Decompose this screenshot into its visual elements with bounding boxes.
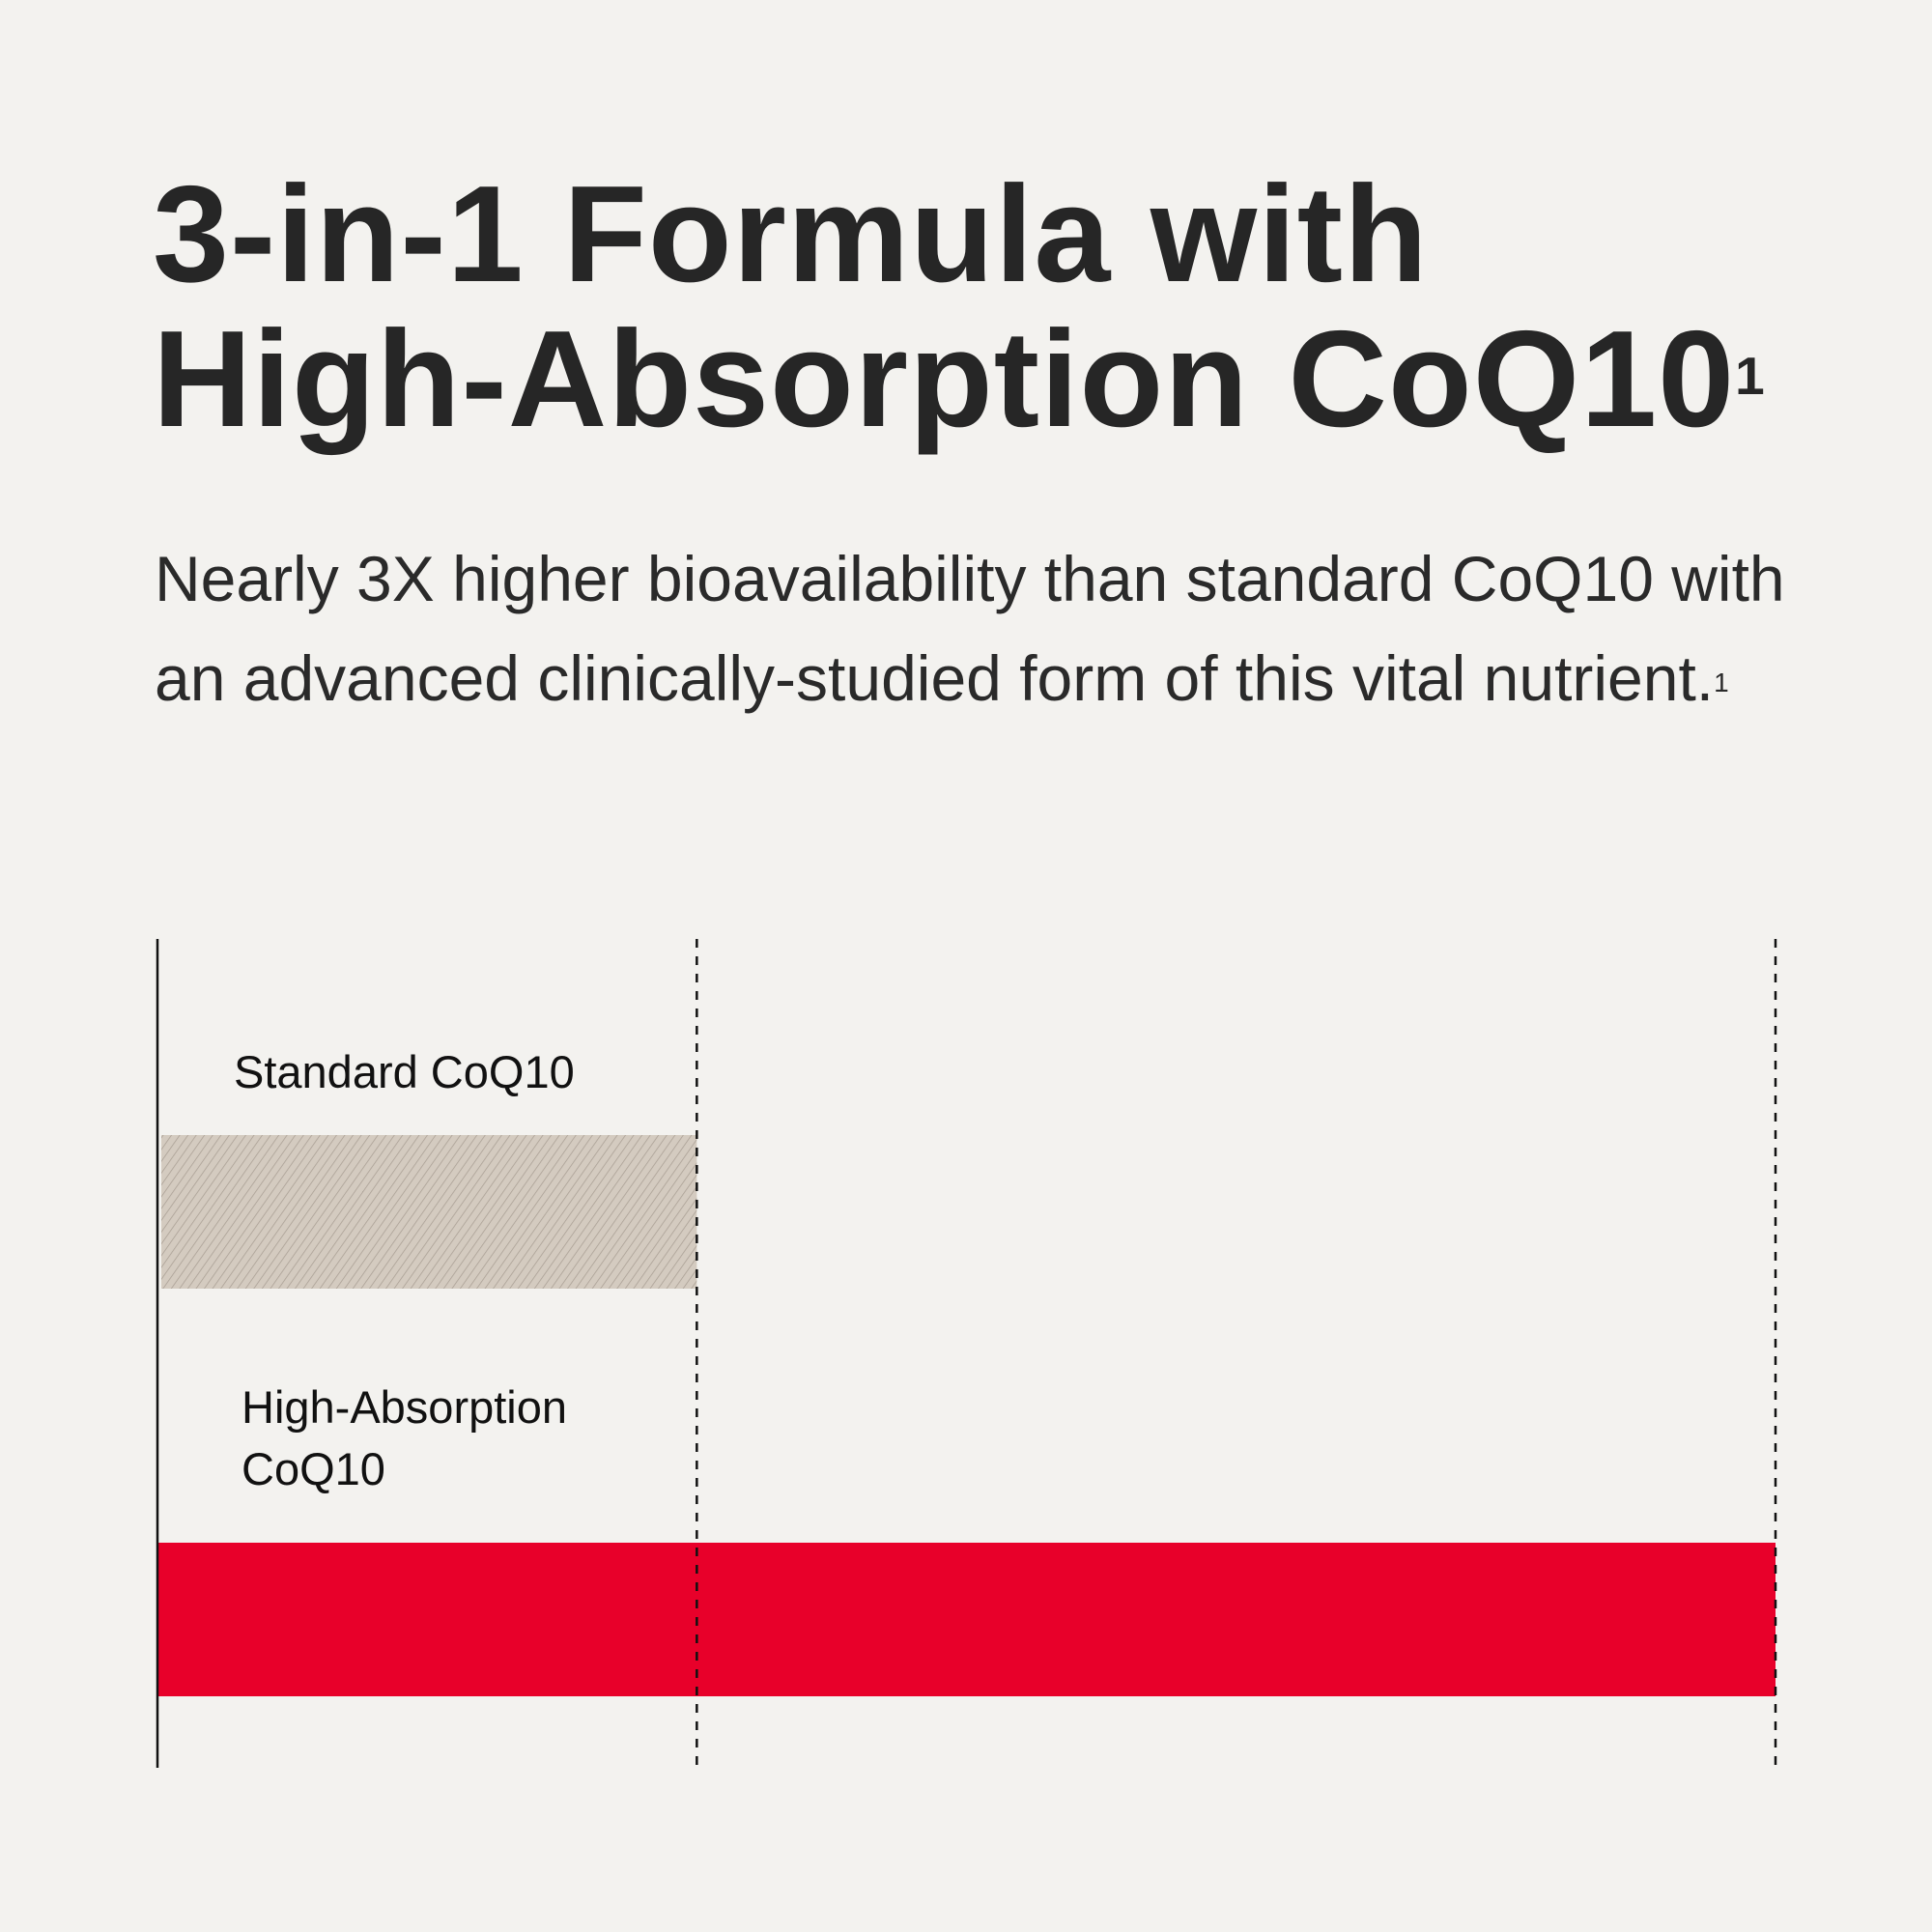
bar-high-absorption-coq10 <box>157 1543 1776 1696</box>
page-title: 3-in-1 Formula with High-Absorption CoQ10… <box>153 162 1766 452</box>
title-footnote: 1 <box>1735 346 1766 406</box>
bar-standard-coq10 <box>161 1135 697 1289</box>
category-label-high-absorption: High-Absorption CoQ10 <box>242 1381 568 1494</box>
subtitle-footnote: 1 <box>1714 668 1729 697</box>
title-line-2: High-Absorption CoQ10 <box>153 302 1736 456</box>
title-line-1: 3-in-1 Formula with <box>153 157 1429 311</box>
subtitle-text: Nearly 3X higher bioavailability than st… <box>155 543 1785 714</box>
category-label-standard: Standard CoQ10 <box>234 1046 575 1097</box>
subtitle: Nearly 3X higher bioavailability than st… <box>155 529 1816 728</box>
